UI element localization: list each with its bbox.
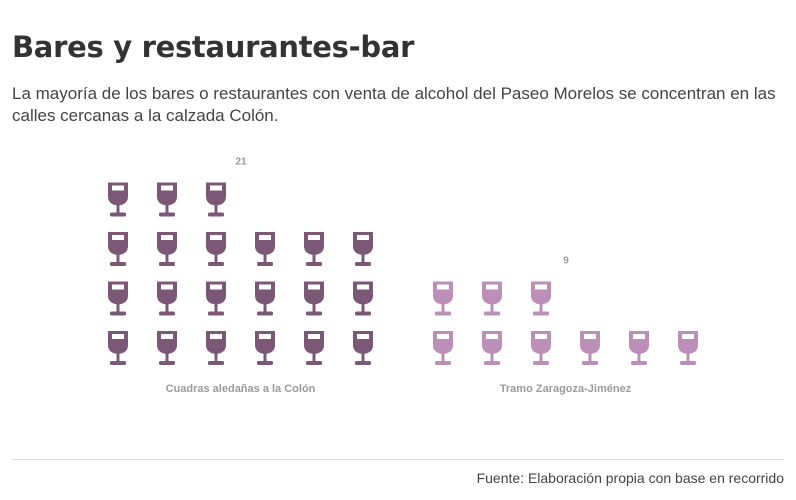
pictogram-chart: 21 Cuadras aledañas a la Colón 9 Tramo Zara… bbox=[108, 157, 698, 395]
wine-glass-icon bbox=[255, 281, 275, 316]
wine-glass-icon bbox=[255, 331, 275, 365]
wine-glass-icon bbox=[255, 232, 275, 266]
wine-glass-icon bbox=[531, 281, 551, 316]
wine-glass-icon bbox=[157, 331, 177, 365]
wine-glass-icon bbox=[108, 281, 128, 316]
wine-glass-icon bbox=[108, 331, 128, 365]
category-label: Tramo Zaragoza-Jiménez bbox=[500, 383, 632, 395]
wine-glass-icon bbox=[108, 232, 128, 266]
value-label: 21 bbox=[235, 157, 247, 168]
wine-glass-icon bbox=[433, 331, 453, 365]
wine-glass-icon bbox=[206, 232, 226, 266]
category-label: Cuadras aledañas a la Colón bbox=[166, 383, 316, 395]
wine-glass-icon bbox=[304, 232, 324, 266]
wine-glass-icon bbox=[157, 182, 177, 217]
wine-glass-icon bbox=[157, 281, 177, 316]
wine-glass-icon bbox=[531, 331, 551, 365]
pictogram-group bbox=[108, 182, 373, 365]
wine-glass-icon bbox=[206, 182, 226, 217]
wine-glass-icon bbox=[580, 331, 600, 365]
pictogram-group bbox=[433, 281, 698, 365]
wine-glass-icon bbox=[304, 331, 324, 365]
value-label: 9 bbox=[563, 256, 569, 267]
wine-glass-icon bbox=[157, 232, 177, 266]
page-title: Bares y restaurantes-bar bbox=[12, 30, 415, 64]
wine-glass-icon bbox=[678, 331, 698, 365]
wine-glass-icon bbox=[353, 232, 373, 266]
wine-glass-icon bbox=[353, 281, 373, 316]
wine-glass-icon bbox=[482, 331, 502, 365]
footer-divider bbox=[12, 459, 784, 460]
wine-glass-icon bbox=[108, 182, 128, 217]
wine-glass-icon bbox=[353, 331, 373, 365]
source-note: Fuente: Elaboración propia con base en r… bbox=[476, 470, 784, 486]
wine-glass-icon bbox=[304, 281, 324, 316]
wine-glass-icon bbox=[433, 281, 453, 316]
wine-glass-icon bbox=[629, 331, 649, 365]
page-subtitle: La mayoría de los bares o restaurantes c… bbox=[12, 84, 776, 125]
wine-glass-icon bbox=[482, 281, 502, 316]
wine-glass-icon bbox=[206, 281, 226, 316]
wine-glass-icon bbox=[206, 331, 226, 365]
